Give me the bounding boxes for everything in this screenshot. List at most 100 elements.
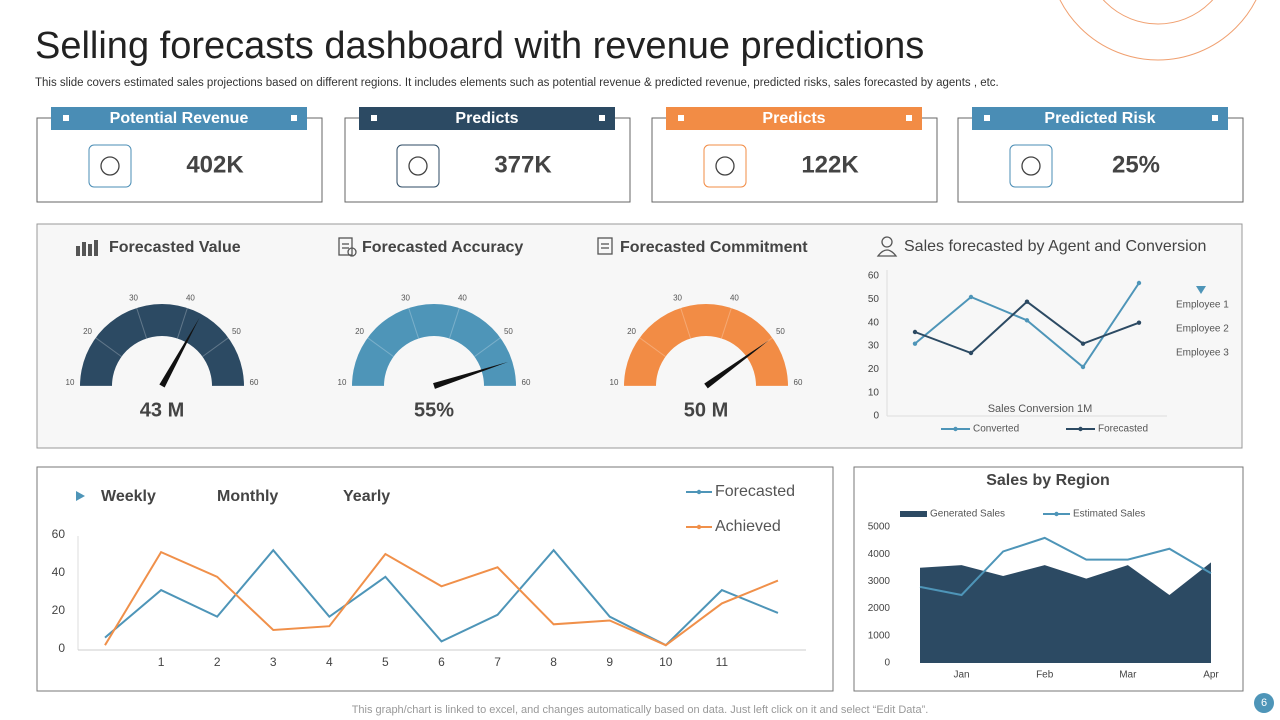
gauge-value: 55% — [414, 399, 454, 421]
gauge-tick — [474, 337, 501, 358]
kpi-icon-glyph — [408, 156, 428, 176]
line — [919, 536, 1212, 597]
kpi-dot — [599, 115, 605, 121]
gauge-tick — [176, 307, 188, 339]
x-tick-label: Mar — [1119, 670, 1137, 681]
kpi-label: Potential Revenue — [110, 110, 249, 127]
y-tick-label: 20 — [52, 603, 66, 617]
gauge-tick — [720, 307, 732, 339]
kpi-icon — [396, 144, 440, 188]
annotation: Employee 1 — [1176, 300, 1229, 311]
gauge-tick — [367, 337, 394, 358]
legend-swatch — [1078, 426, 1083, 432]
legend-swatch — [900, 511, 927, 517]
point — [1024, 318, 1030, 323]
gauge-tick-label: 50 — [232, 327, 241, 336]
chart-title: Sales by Region — [986, 472, 1110, 489]
gauge-arc — [624, 304, 788, 386]
kpi-card — [957, 117, 1244, 203]
x-tick-label: Jan — [954, 670, 970, 681]
icon — [76, 240, 98, 256]
y-tick-label: 40 — [868, 317, 880, 328]
tab[interactable]: Weekly — [101, 488, 156, 505]
kpi-dot — [984, 115, 990, 121]
x-tick-label: 9 — [606, 655, 613, 669]
y-tick-label: 20 — [868, 364, 880, 375]
tab[interactable]: Yearly — [343, 488, 390, 505]
icon — [338, 236, 898, 257]
kpi-dot — [63, 115, 69, 121]
gauge-arc — [352, 304, 516, 386]
page-number: 6 — [1261, 697, 1267, 709]
legend-label: Forecasted — [715, 483, 795, 500]
x-tick-label: Feb — [1036, 670, 1054, 681]
point — [1080, 364, 1086, 370]
gauge-tick-label: 40 — [730, 294, 739, 303]
gauge-tick — [136, 307, 148, 339]
gauge-tick — [408, 307, 420, 339]
gauge-tick-label: 60 — [794, 378, 803, 387]
point — [968, 294, 974, 300]
gauge-value: 50 M — [684, 399, 728, 421]
gauge-needle — [704, 340, 770, 389]
tab[interactable]: Monthly — [217, 488, 278, 505]
chart-title: Sales forecasted by Agent and Conversion — [904, 238, 1206, 255]
gauge-tick-label: 10 — [610, 378, 619, 387]
y-tick-label: 2000 — [868, 603, 891, 614]
kpi-value: 377K — [494, 151, 552, 178]
legend-label: Forecasted — [1098, 424, 1148, 435]
x-tick-label: 7 — [494, 655, 501, 669]
legend-swatch — [696, 489, 702, 495]
kpi-icon-glyph — [1021, 156, 1041, 176]
gauge-tick-label: 60 — [522, 378, 531, 387]
gauge-tick-label: 40 — [186, 294, 195, 303]
point — [1136, 320, 1142, 325]
x-tick-label: 6 — [438, 655, 445, 669]
annotation: Employee 2 — [1176, 324, 1229, 335]
gauge-needle — [433, 361, 509, 389]
gauge-title: Forecasted Commitment — [620, 239, 808, 256]
gauge-tick-label: 30 — [129, 294, 138, 303]
x-tick-label: 10 — [659, 655, 673, 669]
gauge-tick — [680, 307, 692, 339]
y-tick-label: 0 — [884, 658, 890, 669]
kpi-dot — [291, 115, 297, 121]
kpi-icon-glyph — [100, 156, 120, 176]
gauge-title: Forecasted Accuracy — [362, 239, 523, 256]
y-tick-label: 1000 — [868, 630, 891, 641]
gauge-tick-label: 20 — [355, 327, 364, 336]
gauge-tick-label: 50 — [504, 327, 513, 336]
kpi-icon-glyph — [715, 156, 735, 176]
point — [1080, 341, 1086, 346]
y-tick-label: 4000 — [868, 549, 891, 560]
kpi-dot — [371, 115, 377, 121]
x-tick-label: 5 — [382, 655, 389, 669]
title: Selling forecasts dashboard with revenue… — [35, 25, 924, 67]
gauge-arc — [80, 304, 244, 386]
page-badge — [1254, 693, 1274, 713]
point — [1024, 299, 1030, 304]
x-tick-label: 2 — [214, 655, 221, 669]
gauge-tick — [95, 337, 122, 358]
x-tick-label: 1 — [158, 655, 165, 669]
kpi-header — [51, 107, 307, 130]
kpi-label: Predicts — [455, 110, 518, 127]
kpi-icon — [703, 144, 747, 188]
x-tick-label: Apr — [1203, 670, 1219, 681]
kpi-dot — [1212, 115, 1218, 121]
y-tick-label: 0 — [873, 411, 879, 422]
y-tick-label: 30 — [868, 341, 880, 352]
area — [920, 562, 1211, 663]
tab-indicator — [76, 491, 85, 501]
gauge-tick — [448, 307, 460, 339]
y-tick-label: 10 — [868, 387, 880, 398]
y-tick-label: 0 — [58, 641, 65, 655]
kpi-card — [651, 117, 938, 203]
legend-swatch — [1054, 511, 1059, 517]
legend-label: Estimated Sales — [1073, 509, 1145, 520]
y-tick-label: 3000 — [868, 576, 891, 587]
marker — [1196, 286, 1206, 294]
gauge-tick-label: 10 — [66, 378, 75, 387]
